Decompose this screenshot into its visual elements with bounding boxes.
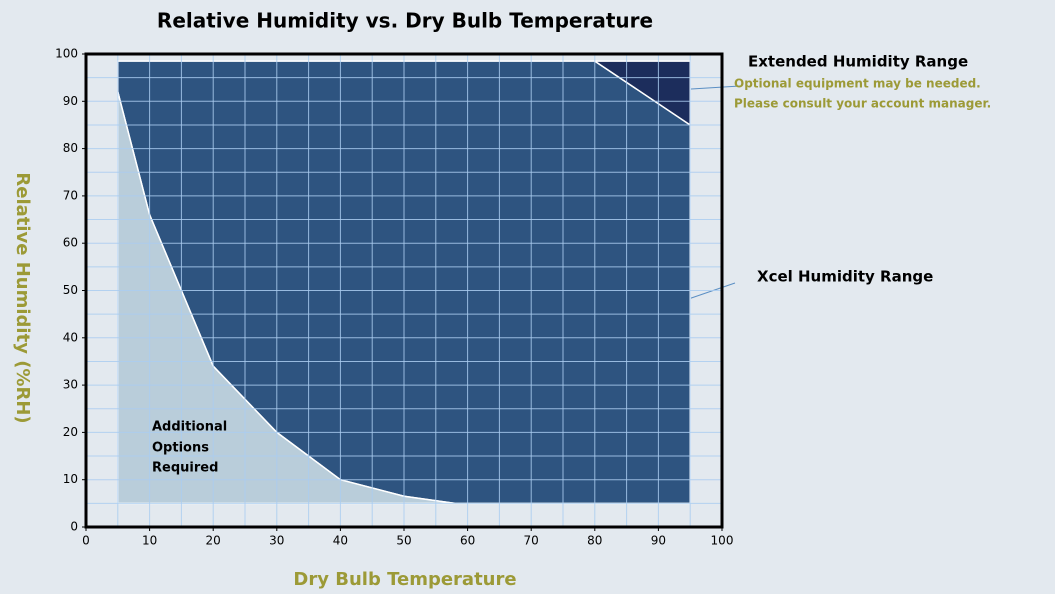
x-tick-label: 80: [587, 534, 602, 548]
region-label: Extended Humidity Range: [748, 53, 968, 71]
x-tick-label: 90: [651, 534, 666, 548]
region-label: Xcel Humidity Range: [757, 268, 933, 286]
x-tick-label: 20: [206, 534, 221, 548]
x-tick-label: 60: [460, 534, 475, 548]
region-label: Required: [152, 461, 218, 476]
region-label: Additional: [152, 420, 227, 435]
y-tick-label: 70: [63, 188, 78, 202]
y-axis-label: Relative Humidity (%RH): [12, 172, 33, 423]
y-tick-label: 10: [63, 472, 78, 486]
region-label: Please consult your account manager.: [734, 97, 991, 111]
chart-title: Relative Humidity vs. Dry Bulb Temperatu…: [157, 9, 653, 33]
y-tick-label: 30: [63, 378, 78, 392]
y-tick-label: 90: [63, 94, 78, 108]
region-label: Optional equipment may be needed.: [734, 77, 981, 91]
region-label: Options: [152, 441, 209, 456]
y-tick-label: 60: [63, 236, 78, 250]
y-tick-label: 20: [63, 425, 78, 439]
y-tick-label: 50: [63, 283, 78, 297]
x-tick-label: 0: [82, 534, 90, 548]
y-tick-label: 0: [70, 520, 78, 534]
x-tick-label: 100: [711, 534, 734, 548]
x-axis-label: Dry Bulb Temperature: [293, 569, 516, 590]
x-tick-label: 70: [524, 534, 539, 548]
y-tick-label: 40: [63, 330, 78, 344]
x-tick-label: 50: [396, 534, 411, 548]
x-tick-label: 40: [333, 534, 348, 548]
y-tick-label: 80: [63, 141, 78, 155]
x-tick-label: 30: [269, 534, 284, 548]
y-tick-label: 100: [55, 47, 78, 61]
x-tick-label: 10: [142, 534, 157, 548]
